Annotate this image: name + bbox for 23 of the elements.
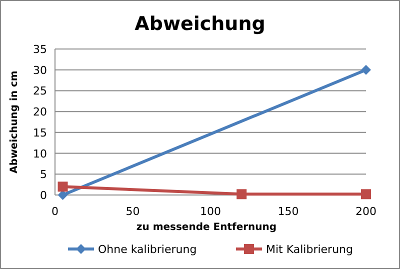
legend-label: Ohne kalibrierung <box>98 243 197 256</box>
y-tick-label: 35 <box>33 43 47 56</box>
x-tick-label: 100 <box>200 205 221 218</box>
y-tick-label: 25 <box>33 84 47 98</box>
y-tick-label: 15 <box>33 126 47 140</box>
x-tick-label: 50 <box>126 205 140 218</box>
point <box>58 190 68 200</box>
x-axis-title: zu messende Entfernung <box>136 222 277 233</box>
point <box>58 182 68 192</box>
legend-label: Mit Kalibrierung <box>266 243 354 256</box>
y-axis-title: Abweichung in cm <box>9 70 20 174</box>
x-tick-label: 200 <box>356 205 376 218</box>
y-tick-label: 30 <box>33 64 47 77</box>
y-tick-label: 0 <box>40 189 47 202</box>
x-tick-label: 150 <box>278 205 299 218</box>
point <box>361 189 371 200</box>
y-tick-label: 20 <box>33 106 47 119</box>
point <box>236 189 247 200</box>
y-tick-label: 5 <box>40 168 47 182</box>
x-tick-label: 0 <box>52 205 58 218</box>
chart-title: Abweichung <box>134 13 266 35</box>
point <box>361 64 371 75</box>
y-tick-label: 10 <box>33 147 47 160</box>
